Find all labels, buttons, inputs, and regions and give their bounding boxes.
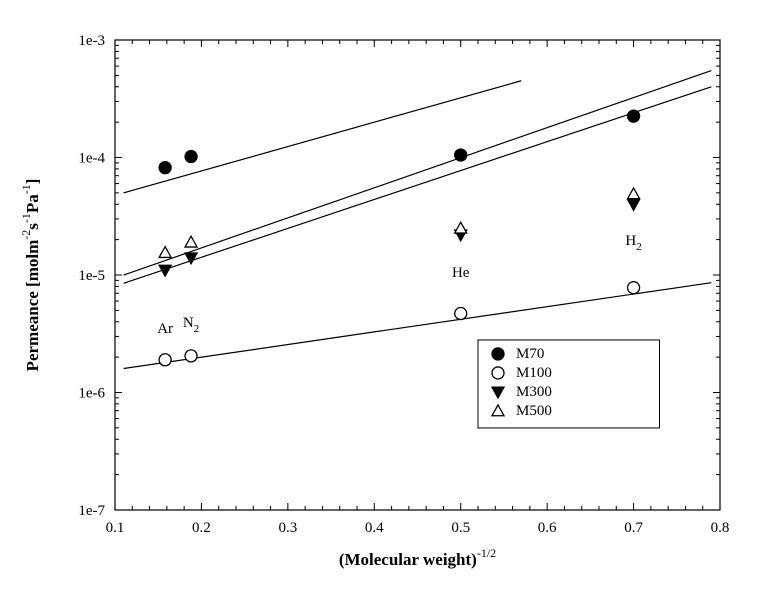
legend-item: M500 [516, 403, 552, 419]
data-point [492, 367, 504, 379]
data-point [455, 308, 467, 320]
data-point [455, 149, 467, 161]
data-point [185, 350, 197, 362]
data-point [628, 110, 640, 122]
permeance-chart: { "chart":{ "type":"scatter", "width":77… [0, 0, 776, 611]
data-point [185, 150, 197, 162]
x-tick-label: 0.2 [192, 520, 211, 536]
trend-line [124, 81, 522, 193]
gas-label: N2 [183, 315, 199, 335]
x-tick-label: 0.5 [451, 520, 470, 536]
y-tick-label: 1e-4 [78, 151, 105, 167]
gas-label: Ar [157, 321, 173, 337]
x-tick-label: 0.3 [278, 520, 297, 536]
trend-line [124, 283, 712, 369]
data-point [455, 222, 467, 233]
data-point [492, 387, 504, 398]
x-tick-label: 0.6 [538, 520, 557, 536]
y-tick-label: 1e-3 [78, 33, 105, 49]
data-point [628, 199, 640, 210]
gas-label: H2 [625, 233, 641, 253]
chart-svg: 0.1 0.2 0.3 0.4 0.5 0.6 0.7 0.8 1e-7 1e-6 1e-5 1e-4… [0, 0, 776, 611]
data-point [159, 247, 171, 258]
x-tick-label: 0.8 [711, 520, 730, 536]
legend-item: M300 [516, 384, 552, 400]
data-point [492, 348, 504, 360]
legend-item: M100 [516, 365, 552, 381]
gas-label: He [452, 265, 470, 281]
data-point [159, 354, 171, 366]
data-point [492, 405, 504, 416]
x-tick-label: 0.4 [365, 520, 384, 536]
data-point [185, 236, 197, 247]
data-point [159, 162, 171, 174]
legend [478, 340, 660, 428]
y-axis-title: Permeance [molm-2s-1Pa-1] [19, 179, 42, 372]
y-tick-label: 1e-6 [78, 386, 105, 402]
y-tick-label: 1e-5 [78, 268, 105, 284]
legend-item: M70 [516, 346, 544, 362]
x-tick-label: 0.7 [624, 520, 643, 536]
trend-line [124, 87, 712, 284]
x-tick-label: 0.1 [106, 520, 125, 536]
trend-line [124, 71, 712, 275]
x-axis-title: (Molecular weight)-1/2 [339, 546, 496, 569]
data-point [628, 282, 640, 294]
y-tick-label: 1e-7 [78, 503, 105, 519]
data-point [628, 188, 640, 199]
